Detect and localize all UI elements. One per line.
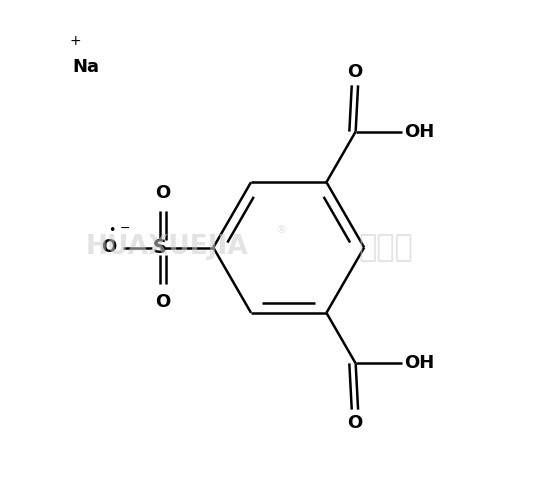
Text: +: + <box>70 34 81 48</box>
Text: −: − <box>120 222 131 235</box>
Text: O: O <box>155 293 170 311</box>
Text: •: • <box>109 224 116 237</box>
Text: S: S <box>153 238 167 257</box>
Text: HUAXUEJIA: HUAXUEJIA <box>86 235 248 260</box>
Text: O: O <box>348 413 363 432</box>
Text: O: O <box>100 239 116 256</box>
Text: OH: OH <box>405 354 435 372</box>
Text: Na: Na <box>72 58 99 76</box>
Text: 化学加: 化学加 <box>359 233 413 262</box>
Text: O: O <box>155 184 170 202</box>
Text: O: O <box>348 63 363 82</box>
Text: OH: OH <box>405 123 435 141</box>
Text: ®: ® <box>276 225 287 236</box>
